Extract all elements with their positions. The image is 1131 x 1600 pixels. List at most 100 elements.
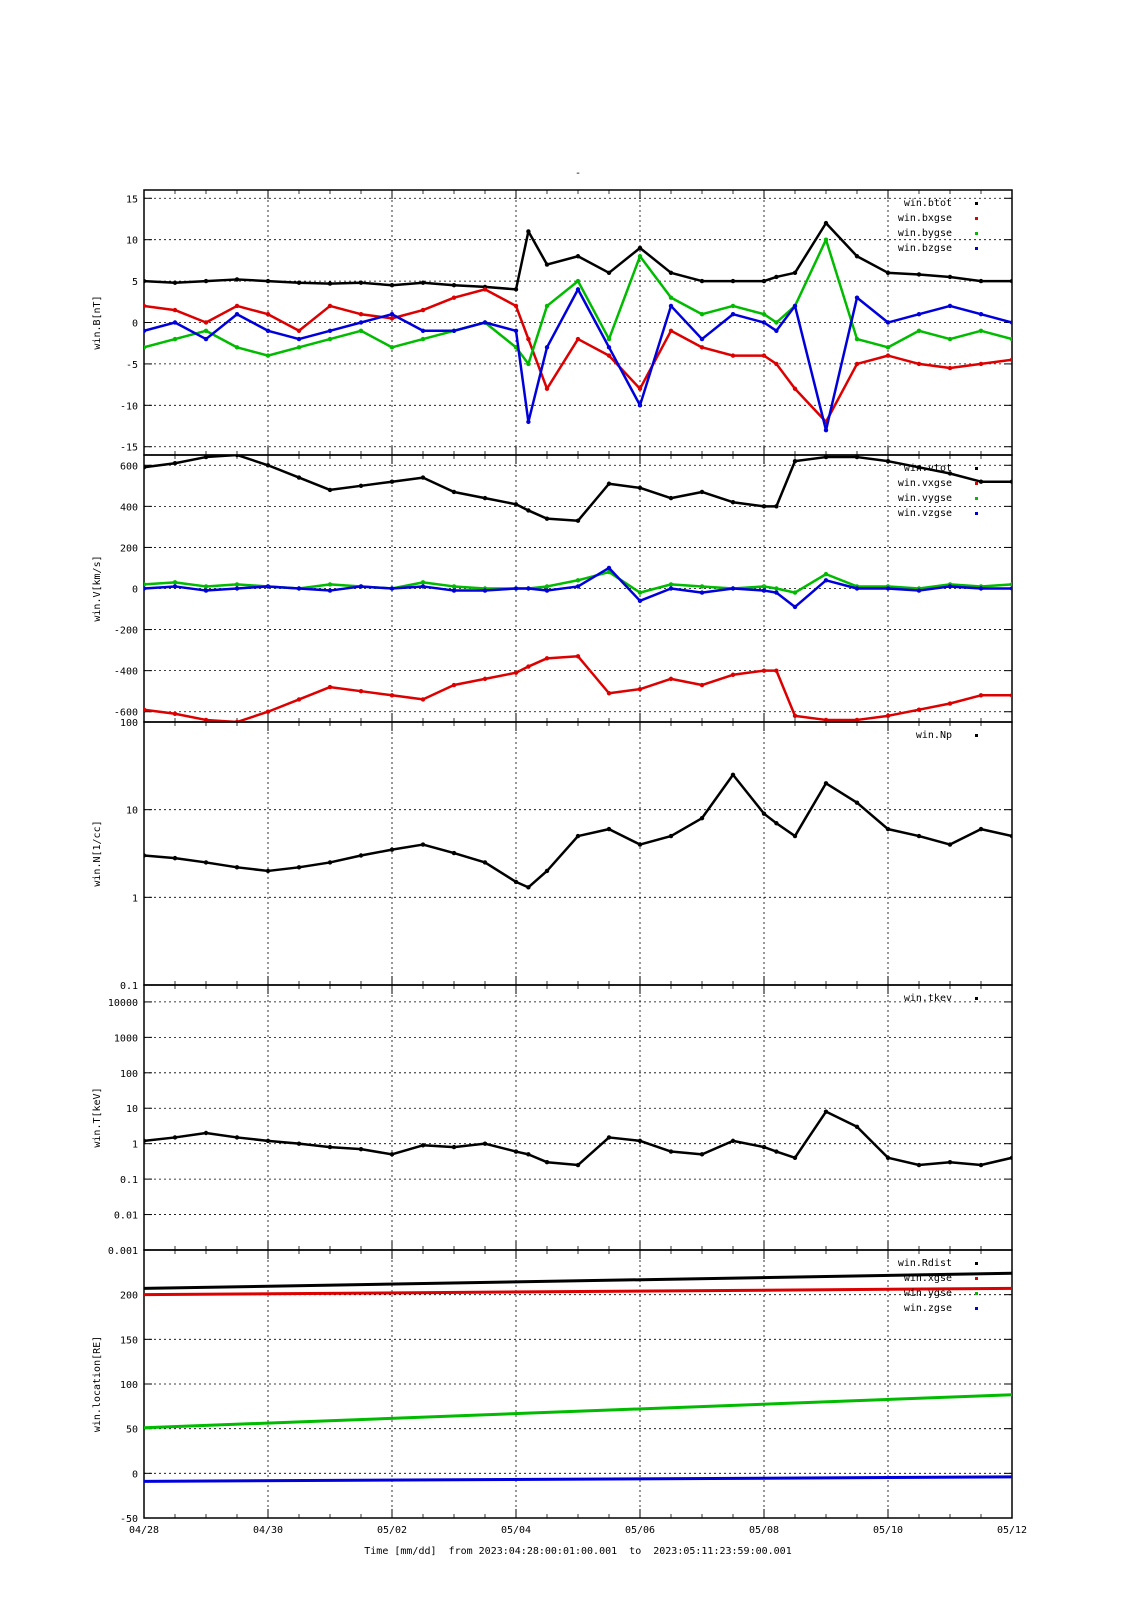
series-win-btot-point xyxy=(203,278,209,284)
series-win-bygse-point xyxy=(265,353,271,358)
series-win-vzgse-point xyxy=(327,588,333,593)
series-win-vygse-point xyxy=(761,584,767,589)
series-group xyxy=(144,1271,1012,1483)
panel-2: -600 -400 -200 0 200 400 600 win.V[km/s] win.vto… xyxy=(92,454,1013,723)
series-win-vxgse-point xyxy=(296,697,302,702)
series-win-bygse-point xyxy=(203,328,209,333)
series-win-vtot-point xyxy=(774,504,779,509)
y-tick-label: 10 xyxy=(126,236,138,247)
series-win-vzgse-point xyxy=(916,588,922,593)
series-win-bygse-point xyxy=(730,303,736,309)
y-tick-label: 100 xyxy=(120,718,138,729)
series-win-vtot-point xyxy=(358,483,364,489)
series-win-btot-point xyxy=(730,278,736,284)
series-win-vtot-point xyxy=(637,485,643,491)
series-win-bygse-point xyxy=(774,320,779,325)
y-tick-label: -50 xyxy=(120,1514,138,1525)
series-win-btot-point xyxy=(761,278,767,284)
series-win-Np-point xyxy=(575,833,581,839)
series-win-bxgse-point xyxy=(513,303,519,309)
series-win-bxgse-point xyxy=(606,353,612,358)
series-win-bzgse-point xyxy=(606,345,612,350)
series-win-bzgse-line xyxy=(144,288,1012,432)
series-win-vzgse-point xyxy=(823,578,829,583)
series-win-vygse-point xyxy=(420,580,426,585)
series-win-xgse-line xyxy=(144,1286,1012,1297)
series-win-vxgse-point xyxy=(774,668,779,673)
series-win-vxgse-point xyxy=(544,656,550,661)
y-tick-label: 10 xyxy=(126,1104,138,1115)
series-win-vygse-point xyxy=(575,578,581,583)
series-win-vxgse-point xyxy=(265,709,271,714)
y-tick-label: -5 xyxy=(126,360,138,371)
series-win-tkev-point xyxy=(761,1144,767,1150)
series-group xyxy=(144,1109,1012,1168)
series-win-bygse-point xyxy=(978,328,984,333)
series-win-btot-point xyxy=(947,274,953,280)
series-win-bzgse-point xyxy=(761,320,767,325)
series-win-vzgse-point xyxy=(544,588,550,593)
series-win-Np-point xyxy=(978,826,984,832)
series-win-Np-point xyxy=(203,860,209,865)
series-win-bzgse-point xyxy=(978,312,984,317)
series-win-Np-point xyxy=(854,800,860,805)
panel-3: 0.1 1 10 100 win.N[1/cc] win.Np xyxy=(92,718,1013,992)
legend-label: win.tkev xyxy=(904,993,952,1004)
x-tick-label: 05/02 xyxy=(377,1525,407,1536)
series-win-btot-point xyxy=(389,283,395,288)
series-win-bxgse-point xyxy=(637,386,643,391)
series-win-bzgse-point xyxy=(420,328,426,333)
series-win-bzgse-point xyxy=(774,328,779,333)
series-win-vtot-point xyxy=(389,479,395,484)
series-win-vzgse-point xyxy=(575,584,581,589)
series-win-tkev-point xyxy=(792,1155,798,1160)
series-win-vxgse-line xyxy=(144,655,1012,722)
series-win-vtot-point xyxy=(947,471,953,476)
series-win-vtot-point xyxy=(203,455,209,460)
legend-marker xyxy=(975,734,978,737)
series-win-bygse-point xyxy=(389,345,395,350)
series-win-bzgse-point xyxy=(823,427,829,433)
series-win-vxgse-point xyxy=(172,711,178,716)
legend-label: win.vxgse xyxy=(898,478,952,489)
series-win-bygse-point xyxy=(637,254,643,259)
series-win-vtot-point xyxy=(513,502,519,507)
series-win-Np-point xyxy=(327,860,333,865)
series-win-bxgse-point xyxy=(699,345,705,350)
series-win-vxgse-point xyxy=(389,693,395,698)
series-win-vtot-point xyxy=(172,461,178,466)
series-win-tkev-point xyxy=(916,1162,922,1168)
series-win-vtot-point xyxy=(916,465,922,470)
series-win-bygse-point xyxy=(358,328,364,333)
series-win-btot-point xyxy=(265,278,271,284)
series-win-tkev-point xyxy=(774,1149,779,1154)
y-tick-label: 50 xyxy=(126,1425,138,1436)
y-tick-label: 15 xyxy=(126,194,138,205)
series-win-bygse-point xyxy=(144,345,147,350)
series-win-bxgse-point xyxy=(730,353,736,358)
y-axis-label: win.location[RE] xyxy=(92,1336,103,1432)
series-win-bzgse-point xyxy=(699,336,705,342)
series-win-vzgse-point xyxy=(513,586,519,591)
series-win-bzgse-point xyxy=(482,320,488,325)
y-tick-label: 0.01 xyxy=(114,1211,138,1222)
series-win-btot-point xyxy=(916,272,922,277)
series-win-Np-point xyxy=(774,821,779,826)
series-win-tkev-point xyxy=(144,1138,147,1144)
series-win-vygse-point xyxy=(172,580,178,585)
series-win-bzgse-point xyxy=(637,403,643,408)
series-win-Np-point xyxy=(420,842,426,847)
series-win-vxgse-point xyxy=(420,697,426,702)
series-win-vzgse-point xyxy=(730,586,736,591)
series-win-bzgse-point xyxy=(451,328,457,333)
series-win-btot-point xyxy=(792,270,798,276)
series-win-bzgse-point xyxy=(513,328,519,333)
series-win-tkev-point xyxy=(451,1144,457,1150)
series-win-bzgse-point xyxy=(1009,320,1012,325)
legend-marker xyxy=(975,997,978,1000)
series-win-vygse-point xyxy=(606,569,612,575)
series-win-vtot-point xyxy=(234,455,240,458)
series-win-btot-point xyxy=(606,270,612,276)
series-win-bxgse-point xyxy=(203,320,209,325)
series-win-bxgse-point xyxy=(885,353,891,358)
